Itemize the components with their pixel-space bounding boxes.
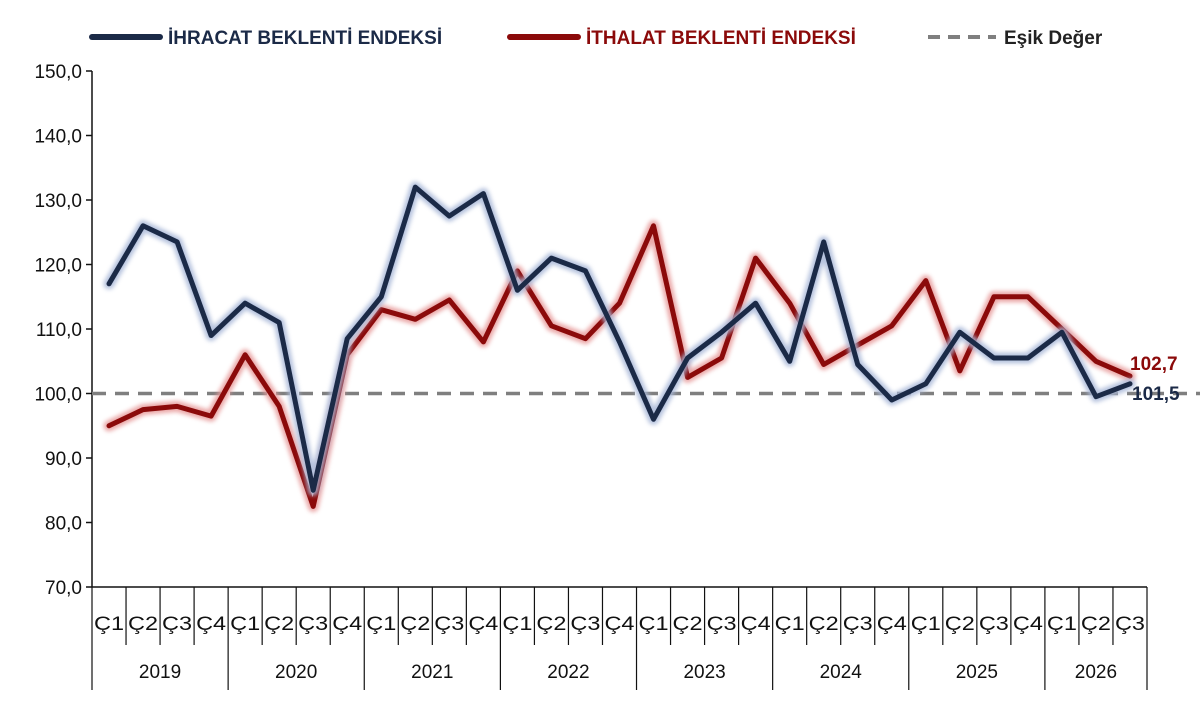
x-quarter-label: Ç3	[1115, 614, 1145, 635]
x-quarter-label: Ç4	[468, 614, 499, 635]
x-quarter-label: Ç3	[707, 614, 737, 635]
y-tick-label: 120,0	[34, 256, 82, 277]
axes: 70,0 80,0 90,0 100,0 110,0 120,0 130,0 140,0 150…	[34, 62, 1148, 690]
end-label-export: 101,5	[1132, 384, 1180, 405]
x-quarter-label: Ç1	[775, 614, 805, 635]
x-quarter-label: Ç3	[979, 614, 1009, 635]
x-year-label: 2022	[547, 662, 589, 683]
x-year-label: 2023	[683, 662, 725, 683]
x-quarter-label: Ç2	[264, 614, 294, 635]
x-quarter-label: Ç1	[639, 614, 669, 635]
x-quarter-label: Ç1	[230, 614, 260, 635]
y-tick-label: 90,0	[45, 449, 82, 470]
x-quarter-label: Ç4	[332, 614, 363, 635]
x-quarter-label: Ç3	[298, 614, 328, 635]
x-year-label: 2019	[139, 662, 181, 683]
y-tick-label: 110,0	[36, 320, 82, 341]
x-quarter-label: Ç3	[434, 614, 464, 635]
x-quarter-label: Ç3	[162, 614, 192, 635]
x-quarter-label: Ç1	[1047, 614, 1077, 635]
x-quarter-label: Ç2	[673, 614, 703, 635]
x-quarter-label: Ç2	[809, 614, 839, 635]
legend: İHRACAT BEKLENTİ ENDEKSİ İTHALAT BEKLENT…	[89, 28, 1103, 49]
x-year-label: 2024	[820, 662, 863, 683]
y-tick-label: 80,0	[45, 514, 82, 535]
legend-label-export: İHRACAT BEKLENTİ ENDEKSİ	[168, 28, 442, 49]
x-year-label: 2026	[1075, 662, 1117, 683]
x-quarter-label: Ç1	[94, 614, 124, 635]
x-quarter-label: Ç1	[911, 614, 941, 635]
x-quarter-label: Ç2	[945, 614, 975, 635]
x-quarter-label: Ç4	[741, 614, 772, 635]
x-quarter-label: Ç1	[502, 614, 532, 635]
x-year-label: 2021	[411, 662, 453, 683]
series-line-import	[106, 223, 1133, 509]
x-year-label: 2020	[275, 662, 317, 683]
y-tick-label: 150,0	[34, 62, 82, 83]
x-quarter-label: Ç2	[128, 614, 158, 635]
y-tick-label: 130,0	[34, 191, 82, 212]
x-quarter-label: Ç2	[400, 614, 430, 635]
x-quarter-label: Ç3	[570, 614, 600, 635]
y-tick-label: 70,0	[45, 578, 82, 599]
x-quarter-label: Ç3	[843, 614, 873, 635]
x-quarter-label: Ç2	[1081, 614, 1111, 635]
series-group	[103, 181, 1136, 512]
x-quarter-label: Ç4	[196, 614, 227, 635]
x-quarter-label: Ç4	[877, 614, 908, 635]
x-quarter-label: Ç2	[536, 614, 566, 635]
end-label-import: 102,7	[1130, 354, 1178, 375]
x-year-label: 2025	[956, 662, 998, 683]
legend-label-threshold: Eşik Değer	[1004, 28, 1103, 49]
x-quarter-label: Ç4	[1013, 614, 1044, 635]
y-tick-label: 140,0	[34, 127, 82, 148]
end-labels: 102,7 101,5	[1130, 354, 1180, 405]
x-quarter-label: Ç1	[366, 614, 396, 635]
legend-label-import: İTHALAT BEKLENTİ ENDEKSİ	[586, 28, 856, 49]
x-quarter-label: Ç4	[604, 614, 635, 635]
series-glow-import	[103, 220, 1136, 512]
y-tick-label: 100,0	[34, 385, 82, 406]
